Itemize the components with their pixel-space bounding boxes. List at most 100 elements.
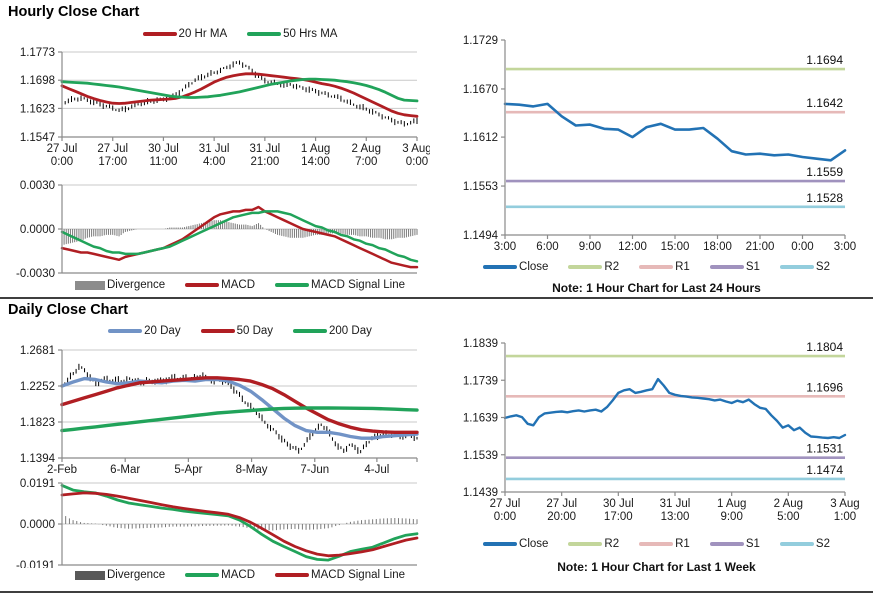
legend-item-macd: MACD <box>185 279 255 291</box>
svg-text:0.0000: 0.0000 <box>20 224 55 236</box>
weekly-sr-plot: 1.1804 1.1696 1.1531 1.1474 1.1839 1.1739 1.16… <box>463 338 860 523</box>
svg-text:1.1804: 1.1804 <box>806 340 843 354</box>
svg-text:1.1553: 1.1553 <box>463 181 498 193</box>
legend-swatch <box>709 542 744 546</box>
svg-text:0:00: 0:00 <box>51 156 73 168</box>
svg-text:0:00: 0:00 <box>494 511 516 523</box>
svg-text:5:00: 5:00 <box>777 511 799 523</box>
svg-text:1.1623: 1.1623 <box>20 103 55 115</box>
svg-text:1.1823: 1.1823 <box>20 417 55 429</box>
svg-text:1.1528: 1.1528 <box>806 191 843 205</box>
svg-text:1.1642: 1.1642 <box>806 96 843 110</box>
legend-swatch <box>568 542 603 546</box>
svg-text:0.0191: 0.0191 <box>20 478 55 490</box>
daily-macd-plot: 0.0191 0.0000 -0.0191 <box>16 478 419 568</box>
daily-close-legend: 20 Day 50 Day 200 Day <box>60 325 420 337</box>
svg-text:1.1494: 1.1494 <box>463 230 499 242</box>
svg-text:3 Aug: 3 Aug <box>830 498 859 510</box>
svg-text:4-Jul: 4-Jul <box>364 464 389 476</box>
hourly-macd-legend: Divergence MACD MACD Signal Line <box>60 279 420 291</box>
svg-text:1.1696: 1.1696 <box>806 380 843 394</box>
legend-swatch <box>200 329 235 333</box>
svg-text:1:00: 1:00 <box>834 511 856 523</box>
svg-text:30 Jul: 30 Jul <box>603 498 634 510</box>
svg-text:20:00: 20:00 <box>547 511 576 523</box>
legend-label: Divergence <box>106 569 166 581</box>
legend-item-close: Close <box>483 538 548 550</box>
svg-text:1.1474: 1.1474 <box>806 463 843 477</box>
legend-swatch <box>483 542 518 546</box>
legend-item-macd: MACD <box>185 569 255 581</box>
legend-label: MACD Signal Line <box>311 569 405 581</box>
legend-label: Divergence <box>106 279 166 291</box>
svg-text:17:00: 17:00 <box>604 511 633 523</box>
svg-text:1.1531: 1.1531 <box>806 442 843 456</box>
svg-text:27 Jul: 27 Jul <box>490 498 521 510</box>
legend-item-s2: S2 <box>779 538 830 550</box>
svg-text:27 Jul: 27 Jul <box>97 143 128 155</box>
svg-text:5-Apr: 5-Apr <box>174 464 202 476</box>
legend-label: 200 Day <box>329 325 372 337</box>
hourly-sr-legend: Close R2 R1 S1 S2 <box>440 261 873 273</box>
legend-label: MACD <box>221 279 256 291</box>
bottom-divider <box>0 591 873 593</box>
legend-label: S2 <box>815 538 830 550</box>
svg-text:31 Jul: 31 Jul <box>660 498 691 510</box>
svg-text:3:00: 3:00 <box>834 241 856 253</box>
legend-swatch <box>275 283 310 287</box>
legend-item-r1: R1 <box>639 538 690 550</box>
legend-label: 20 Hr MA <box>178 28 228 40</box>
legend-swatch <box>108 329 143 333</box>
legend-swatch <box>185 283 220 287</box>
legend-item-divergence: Divergence <box>74 569 166 581</box>
svg-text:21:00: 21:00 <box>250 156 279 168</box>
legend-label: R2 <box>604 538 620 550</box>
svg-text:6:00: 6:00 <box>536 241 558 253</box>
svg-text:15:00: 15:00 <box>661 241 690 253</box>
svg-text:0:00: 0:00 <box>791 241 813 253</box>
legend-label: Close <box>519 261 549 273</box>
legend-label: R2 <box>604 261 620 273</box>
svg-text:1.1729: 1.1729 <box>463 35 498 47</box>
svg-text:1 Aug: 1 Aug <box>301 143 330 155</box>
svg-text:1.1773: 1.1773 <box>20 47 55 59</box>
legend-label: S2 <box>815 261 830 273</box>
legend-item-200-day: 200 Day <box>293 325 372 337</box>
legend-swatch <box>275 573 310 577</box>
svg-text:2 Aug: 2 Aug <box>774 498 803 510</box>
legend-label: R1 <box>675 261 690 273</box>
legend-item-50-day: 50 Day <box>200 325 273 337</box>
daily-close-chart: 1.2681 1.2252 1.1823 1.1394 2-Feb 6-Mar 5-Apr 8… <box>0 342 430 476</box>
svg-text:1.1698: 1.1698 <box>20 75 55 87</box>
svg-text:0.0000: 0.0000 <box>20 519 55 531</box>
svg-text:0.0030: 0.0030 <box>20 180 55 192</box>
svg-text:7-Jun: 7-Jun <box>300 464 329 476</box>
legend-swatch <box>639 265 674 269</box>
legend-swatch <box>779 542 814 546</box>
legend-label: MACD Signal Line <box>311 279 405 291</box>
svg-text:1.1670: 1.1670 <box>463 84 498 96</box>
svg-text:-0.0191: -0.0191 <box>16 560 55 568</box>
svg-text:1.1639: 1.1639 <box>463 413 498 425</box>
svg-text:3 Aug: 3 Aug <box>402 143 430 155</box>
legend-label: MACD <box>221 569 256 581</box>
svg-text:30 Jul: 30 Jul <box>148 143 179 155</box>
svg-text:1.1612: 1.1612 <box>463 132 498 144</box>
hourly-close-legend: 20 Hr MA 50 Hrs MA <box>60 28 420 40</box>
hourly-sr-plot: 1.1694 1.1642 1.1559 1.1528 1.1729 1.1670 1.16… <box>463 35 856 253</box>
hourly-macd-chart: 0.0030 0.0000 -0.0030 <box>0 178 430 278</box>
legend-swatch <box>568 265 603 269</box>
svg-text:18:00: 18:00 <box>703 241 732 253</box>
legend-item-s1: S1 <box>709 261 760 273</box>
legend-item-s1: S1 <box>709 538 760 550</box>
svg-text:1.2252: 1.2252 <box>20 381 55 393</box>
daily-section-title: Daily Close Chart <box>8 302 129 318</box>
svg-text:2 Aug: 2 Aug <box>352 143 381 155</box>
legend-item-divergence: Divergence <box>74 279 166 291</box>
svg-text:17:00: 17:00 <box>98 156 127 168</box>
legend-swatch <box>74 570 105 580</box>
legend-label: R1 <box>675 538 690 550</box>
